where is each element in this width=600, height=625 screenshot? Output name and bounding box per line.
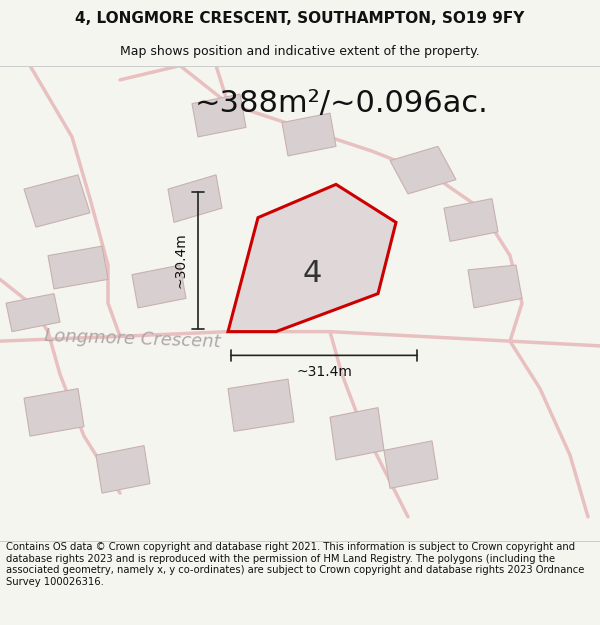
Polygon shape (228, 184, 396, 332)
Text: Map shows position and indicative extent of the property.: Map shows position and indicative extent… (120, 45, 480, 58)
Polygon shape (132, 265, 186, 308)
Polygon shape (168, 175, 222, 222)
Polygon shape (228, 379, 294, 431)
Polygon shape (6, 294, 60, 332)
Text: 4: 4 (302, 259, 322, 288)
Text: ~31.4m: ~31.4m (296, 365, 352, 379)
Text: Contains OS data © Crown copyright and database right 2021. This information is : Contains OS data © Crown copyright and d… (6, 542, 584, 587)
Text: ~388m²/~0.096ac.: ~388m²/~0.096ac. (195, 89, 489, 118)
Polygon shape (24, 389, 84, 436)
Polygon shape (444, 199, 498, 241)
Polygon shape (192, 94, 246, 137)
Polygon shape (330, 408, 384, 460)
Polygon shape (384, 441, 438, 488)
Polygon shape (468, 265, 522, 308)
Text: ~30.4m: ~30.4m (173, 232, 187, 288)
Polygon shape (390, 146, 456, 194)
Text: 4, LONGMORE CRESCENT, SOUTHAMPTON, SO19 9FY: 4, LONGMORE CRESCENT, SOUTHAMPTON, SO19 … (76, 11, 524, 26)
Polygon shape (48, 246, 108, 289)
Text: Longmore Crescent: Longmore Crescent (44, 327, 220, 351)
Polygon shape (96, 446, 150, 493)
Polygon shape (24, 175, 90, 227)
Polygon shape (282, 113, 336, 156)
